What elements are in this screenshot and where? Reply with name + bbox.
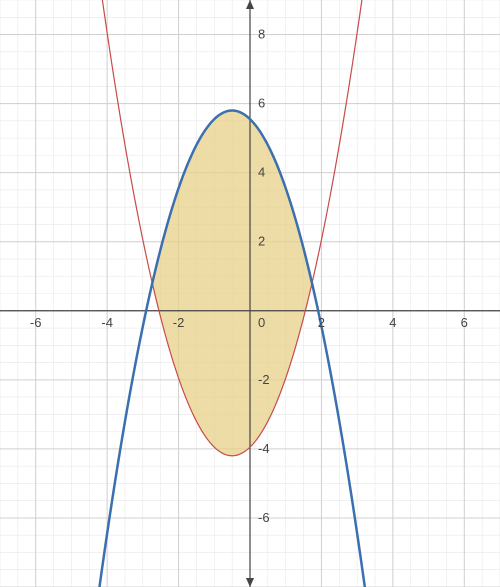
x-tick-label: -2 xyxy=(173,315,185,330)
y-tick-label: 6 xyxy=(258,96,265,111)
y-tick-label: -4 xyxy=(258,441,270,456)
x-tick-label: -6 xyxy=(30,315,42,330)
y-tick-label: 2 xyxy=(258,234,265,249)
y-tick-label: 4 xyxy=(258,165,265,180)
chart-container: -6 -4 -2 2 4 6 -6 -4 -2 2 4 6 8 0 xyxy=(0,0,500,587)
x-tick-label: 2 xyxy=(318,315,325,330)
y-tick-label: -2 xyxy=(258,372,270,387)
coordinate-plane-chart: -6 -4 -2 2 4 6 -6 -4 -2 2 4 6 8 0 xyxy=(0,0,500,587)
x-tick-label: 4 xyxy=(389,315,396,330)
x-tick-label: 6 xyxy=(461,315,468,330)
origin-label: 0 xyxy=(258,315,265,330)
y-tick-label: -6 xyxy=(258,510,270,525)
y-tick-label: 8 xyxy=(258,27,265,42)
x-tick-label: -4 xyxy=(101,315,113,330)
